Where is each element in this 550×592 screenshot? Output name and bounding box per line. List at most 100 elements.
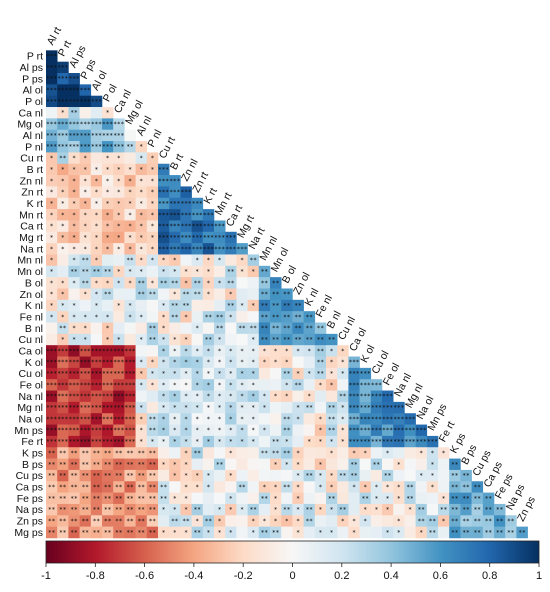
significance-star: * [386, 450, 390, 457]
significance-star: *** [169, 200, 180, 207]
row-label: Ca ol [18, 345, 43, 357]
colorbar-tick-label: -0.4 [184, 570, 203, 582]
significance-star: ** [261, 529, 269, 536]
significance-stars: ****** ****** *** ****** *** *** ****** *** *** *… [46, 53, 526, 536]
heatmap-cell [146, 367, 159, 380]
significance-star: * [319, 439, 323, 446]
heatmap-cell [46, 95, 58, 108]
heatmap-cell [169, 243, 181, 255]
heatmap-cell [124, 141, 136, 153]
heatmap-cell [180, 492, 192, 505]
heatmap-cell [169, 333, 181, 346]
significance-star: * [274, 484, 278, 491]
row-label: Ca rt [20, 221, 43, 233]
significance-star: ** [171, 314, 179, 321]
heatmap-cell [258, 424, 271, 437]
significance-star: * [83, 314, 87, 321]
heatmap-cell [225, 401, 237, 414]
significance-star: ** [205, 518, 213, 525]
heatmap-cell [404, 435, 416, 448]
heatmap-cell [449, 469, 461, 482]
significance-star: * [106, 325, 110, 332]
significance-star: ** [507, 529, 515, 536]
heatmap-cell [90, 458, 103, 471]
heatmap-cell [146, 277, 159, 289]
significance-star: ** [70, 473, 78, 480]
heatmap-cell [158, 492, 170, 505]
heatmap-cell [191, 413, 204, 425]
significance-star: * [128, 268, 132, 275]
heatmap-cell [471, 481, 484, 493]
significance-star: ** [48, 450, 56, 457]
heatmap-cell [191, 401, 204, 414]
heatmap-cell [68, 254, 80, 267]
significance-star: * [151, 257, 155, 264]
significance-star: *** [69, 371, 80, 378]
colorbar-tick-label: -0.2 [234, 570, 253, 582]
heatmap-cell [90, 209, 103, 221]
heatmap-cell [169, 469, 181, 482]
significance-star: * [352, 484, 356, 491]
significance-star: * [207, 439, 211, 446]
significance-star: * [296, 518, 300, 525]
heatmap-cell [158, 435, 170, 448]
heatmap-cell [247, 492, 260, 505]
significance-star: ** [272, 302, 280, 309]
significance-star: *** [46, 393, 57, 400]
heatmap-cell [247, 526, 260, 539]
heatmap-cell [46, 220, 58, 233]
heatmap-cell [348, 413, 360, 425]
significance-star: ** [138, 473, 146, 480]
heatmap-cell [102, 515, 114, 527]
heatmap-cell [158, 401, 170, 414]
heatmap-cell [359, 401, 372, 414]
heatmap-cell [236, 356, 248, 369]
significance-star: *** [102, 359, 113, 366]
significance-star: * [285, 382, 289, 389]
colorbar-tick-label: -1 [41, 570, 51, 582]
significance-star: *** [113, 348, 124, 355]
heatmap-cell [382, 526, 394, 539]
heatmap-cell [46, 401, 58, 414]
significance-star: *** [158, 166, 169, 173]
significance-star: ** [93, 473, 101, 480]
heatmap-cell [236, 265, 248, 278]
heatmap-cell [225, 265, 237, 278]
row-label: Na rt [20, 243, 43, 255]
heatmap-cell [382, 413, 394, 425]
significance-star: ** [138, 495, 146, 502]
heatmap-cell [359, 458, 372, 471]
heatmap-cell [102, 118, 114, 131]
heatmap-cell [57, 95, 69, 108]
significance-star: *** [57, 132, 68, 139]
heatmap-cell [247, 299, 260, 312]
heatmap-cell [135, 322, 148, 335]
significance-star: ** [182, 291, 190, 298]
significance-star: * [117, 280, 121, 287]
heatmap-cell [57, 107, 69, 119]
heatmap-cell [191, 469, 204, 482]
significance-star: *** [80, 382, 91, 389]
significance-star: ** [294, 302, 302, 309]
heatmap-cell [191, 435, 204, 448]
heatmap-cell [281, 311, 293, 323]
heatmap-cell [382, 458, 394, 471]
heatmap-cell [169, 186, 181, 199]
significance-star: *** [349, 405, 360, 412]
significance-star: *** [371, 416, 382, 423]
significance-star: ** [406, 484, 414, 491]
heatmap-cell [258, 311, 271, 323]
significance-star: ** [149, 427, 157, 434]
significance-star: * [173, 405, 177, 412]
significance-star: * [95, 291, 99, 298]
heatmap-cell [57, 322, 69, 335]
significance-star: *** [113, 359, 124, 366]
significance-star: * [162, 439, 166, 446]
significance-star: *** [360, 405, 371, 412]
heatmap-cell [57, 515, 69, 527]
heatmap-cell [393, 413, 405, 425]
significance-star: *** [46, 382, 57, 389]
significance-star: ** [126, 495, 134, 502]
heatmap-cell [426, 458, 439, 471]
